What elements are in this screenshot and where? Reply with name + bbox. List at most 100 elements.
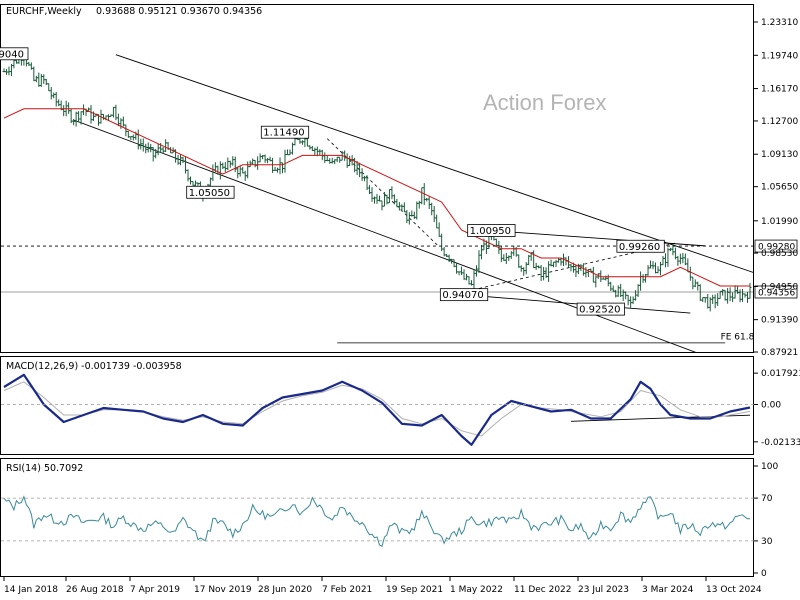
ohlc-bar	[636, 284, 640, 297]
date-tick-label: 28 Jun 2020	[258, 585, 312, 595]
price-y-tick-label: 1.01990	[761, 217, 798, 227]
ohlc-bar	[278, 157, 282, 175]
ohlc-bar	[631, 296, 635, 304]
ohlc-bar	[651, 261, 655, 270]
ohlc-bar	[34, 75, 38, 83]
ohlc-bar	[574, 265, 578, 277]
ohlc-bar	[713, 294, 717, 309]
ohlc-bar	[688, 266, 692, 281]
swing-point-label-box	[0, 47, 29, 61]
ohlc-bar	[532, 250, 536, 269]
level-price-label: 0.94356	[758, 288, 795, 298]
ohlc-bar	[696, 281, 700, 291]
wedge-upper-line	[496, 230, 706, 247]
date-tick-label: 11 Dec 2022	[514, 585, 572, 595]
price-y-tick-label: 1.12700	[761, 117, 798, 127]
ohlc-bar	[72, 118, 76, 126]
ohlc-bar	[223, 162, 227, 173]
ohlc-bar	[221, 162, 225, 170]
ohlc-bar	[698, 284, 702, 301]
price-ohlc-bars	[2, 51, 752, 312]
ohlc-bar	[437, 222, 441, 237]
ohlc-bar	[276, 167, 280, 173]
ohlc-bar	[363, 175, 367, 182]
ohlc-bar	[238, 166, 242, 177]
ohlc-bar	[32, 66, 36, 82]
ohlc-bar	[236, 166, 240, 179]
ohlc-bar	[504, 252, 508, 264]
price-y-tick-label: 1.09130	[761, 150, 798, 160]
ohlc-bar	[186, 169, 190, 182]
ohlc-bar	[156, 143, 160, 156]
ohlc-bar	[253, 159, 257, 168]
ohlc-bar	[74, 111, 78, 127]
macd-main-line	[3, 373, 751, 446]
ohlc-bar	[654, 262, 658, 274]
upper-channel-line	[115, 54, 754, 274]
ohlc-bar	[89, 105, 93, 124]
ohlc-bar	[440, 233, 444, 252]
ohlc-bar	[748, 282, 752, 299]
ohlc-bar	[54, 91, 58, 107]
ohlc-bar	[746, 291, 750, 303]
ohlc-bar	[382, 191, 386, 207]
ohlc-bar	[711, 294, 715, 304]
ohlc-bar	[678, 253, 682, 265]
rsi-y-tick-label: 100	[761, 462, 778, 472]
ohlc-bar	[37, 72, 41, 87]
ohlc-bar	[569, 263, 573, 272]
swing-point-label: 1.19040	[0, 49, 24, 60]
ohlc-bar	[181, 156, 185, 163]
ohlc-bar	[557, 257, 561, 263]
ohlc-bar	[716, 293, 720, 306]
ohlc-bar	[663, 253, 667, 268]
date-tick-label: 3 Mar 2024	[642, 585, 694, 595]
swing-point-label-box	[260, 125, 310, 139]
ohlc-bar	[407, 212, 411, 225]
date-tick-label: 13 Oct 2024	[706, 585, 762, 595]
ohlc-bar	[661, 256, 665, 266]
ohlc-bar	[256, 156, 260, 170]
price-annotations: 1.19040 1.11490 1.05050 1.00950 0.99260 0.940…	[0, 47, 755, 342]
moving-average-line	[3, 108, 750, 287]
swing-point-label-box	[576, 302, 625, 316]
level-price-label: 0.99280	[758, 243, 795, 253]
ohlc-bar	[395, 198, 399, 208]
macd-title: MACD(12,26,9) -0.001739 -0.003958	[6, 361, 182, 372]
ohlc-bar	[47, 83, 51, 92]
date-tick-label: 1 May 2022	[450, 585, 503, 595]
ohlc-bar	[300, 140, 304, 145]
macd-y-tick-label: -0.021337	[761, 438, 800, 448]
ohlc-bar	[164, 139, 168, 152]
ohlc-bar	[7, 66, 11, 76]
ohlc-bar	[226, 157, 230, 171]
ohlc-bar	[12, 59, 16, 69]
ohlc-bar	[330, 157, 334, 164]
ohlc-bar	[728, 287, 732, 302]
ohlc-bar	[248, 160, 252, 168]
ohlc-bar	[323, 152, 327, 163]
ohlc-bar	[741, 288, 745, 302]
ohlc-bar	[251, 158, 255, 165]
ohlc-bar	[467, 276, 471, 285]
rsi-y-tick-label: 30	[761, 537, 773, 547]
macd-panel-frame	[0, 356, 754, 455]
ohlc-bar	[196, 182, 200, 186]
date-axis: 14 Jan 2018 26 Aug 2018 7 Apr 2019 17 Nov 2…	[3, 577, 762, 595]
ohlc-bar	[283, 149, 287, 173]
date-tick-label: 23 Jul 2023	[578, 585, 629, 595]
rsi-y-tick-label: 0	[761, 569, 767, 579]
ohlc-bar	[141, 138, 145, 152]
macd-y-tick-label: 0.00	[761, 401, 781, 411]
date-tick-label: 7 Feb 2021	[322, 585, 372, 595]
ohlc-bar	[52, 92, 56, 99]
ohlc-bar	[412, 211, 416, 220]
ohlc-bar	[184, 156, 188, 174]
ohlc-bar	[77, 111, 81, 123]
ohlc-bar	[435, 214, 439, 229]
ohlc-bar	[233, 156, 237, 173]
rsi-title: RSI(14) 50.7092	[6, 463, 83, 474]
ohlc-bar	[616, 285, 620, 297]
ohlc-bar	[42, 74, 46, 84]
ohlc-bar	[318, 149, 322, 156]
